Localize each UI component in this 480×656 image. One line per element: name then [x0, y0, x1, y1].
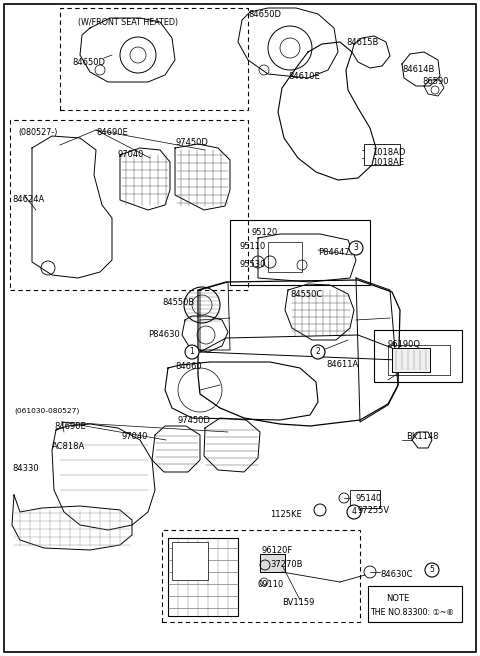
Text: 96190Q: 96190Q — [388, 340, 421, 349]
Text: (061030-080527): (061030-080527) — [14, 408, 79, 415]
Ellipse shape — [349, 241, 363, 255]
Text: 1125KE: 1125KE — [270, 510, 302, 519]
Text: 84660: 84660 — [175, 362, 202, 371]
Bar — [10, 120, 248, 290]
Text: 09110: 09110 — [258, 580, 284, 589]
Ellipse shape — [425, 563, 439, 577]
Text: 84330: 84330 — [12, 464, 38, 473]
Text: 84611A: 84611A — [326, 360, 358, 369]
Text: 84610E: 84610E — [288, 72, 320, 81]
Text: P84630: P84630 — [148, 330, 180, 339]
Text: 1: 1 — [190, 348, 194, 356]
Text: 84690E: 84690E — [54, 422, 86, 431]
Text: BK1148: BK1148 — [406, 432, 439, 441]
Text: 84615B: 84615B — [346, 38, 378, 47]
Text: 84650D: 84650D — [72, 58, 105, 67]
Text: 4: 4 — [351, 508, 357, 516]
Bar — [368, 586, 462, 622]
Bar — [60, 8, 248, 110]
Text: AC818A: AC818A — [52, 442, 85, 451]
Text: 1018AD: 1018AD — [372, 148, 406, 157]
Text: 97450D: 97450D — [178, 416, 211, 425]
Text: 97450D: 97450D — [176, 138, 209, 147]
Bar — [260, 554, 285, 572]
Bar — [172, 542, 208, 580]
Bar — [374, 330, 462, 382]
Text: (080527-): (080527-) — [18, 128, 58, 137]
Ellipse shape — [185, 345, 199, 359]
Bar — [230, 220, 370, 285]
Text: 95110: 95110 — [240, 242, 266, 251]
Text: 84550B: 84550B — [162, 298, 194, 307]
Text: 3: 3 — [354, 243, 359, 253]
Ellipse shape — [347, 505, 361, 519]
Text: 96120F: 96120F — [262, 546, 293, 555]
Text: 97040: 97040 — [122, 432, 148, 441]
Text: P84647: P84647 — [318, 248, 350, 257]
Text: (W/FRONT SEAT HEATED): (W/FRONT SEAT HEATED) — [78, 18, 178, 27]
Text: 84690E: 84690E — [96, 128, 128, 137]
Bar — [350, 490, 380, 508]
Text: BV1159: BV1159 — [282, 598, 314, 607]
Text: 5: 5 — [430, 565, 434, 575]
Text: 97255V: 97255V — [358, 506, 390, 515]
Bar — [162, 530, 360, 622]
Bar — [392, 348, 430, 372]
Text: 2: 2 — [316, 348, 320, 356]
Text: 37270B: 37270B — [270, 560, 302, 569]
Text: 95120: 95120 — [252, 228, 278, 237]
Text: 95530: 95530 — [240, 260, 266, 269]
Text: 86590: 86590 — [422, 77, 448, 86]
Text: 84650D: 84650D — [248, 10, 281, 19]
Text: 84624A: 84624A — [12, 195, 44, 204]
Ellipse shape — [311, 345, 325, 359]
Text: 1018AE: 1018AE — [372, 158, 404, 167]
Text: 84630C: 84630C — [380, 570, 412, 579]
Text: 84614B: 84614B — [402, 65, 434, 74]
Text: NOTE: NOTE — [386, 594, 409, 603]
Text: 97040: 97040 — [118, 150, 144, 159]
Bar — [364, 144, 400, 165]
Text: THE NO.83300: ①~⑥: THE NO.83300: ①~⑥ — [370, 608, 454, 617]
Bar — [268, 242, 302, 272]
Text: 84550C: 84550C — [290, 290, 322, 299]
Text: 95140: 95140 — [356, 494, 382, 503]
